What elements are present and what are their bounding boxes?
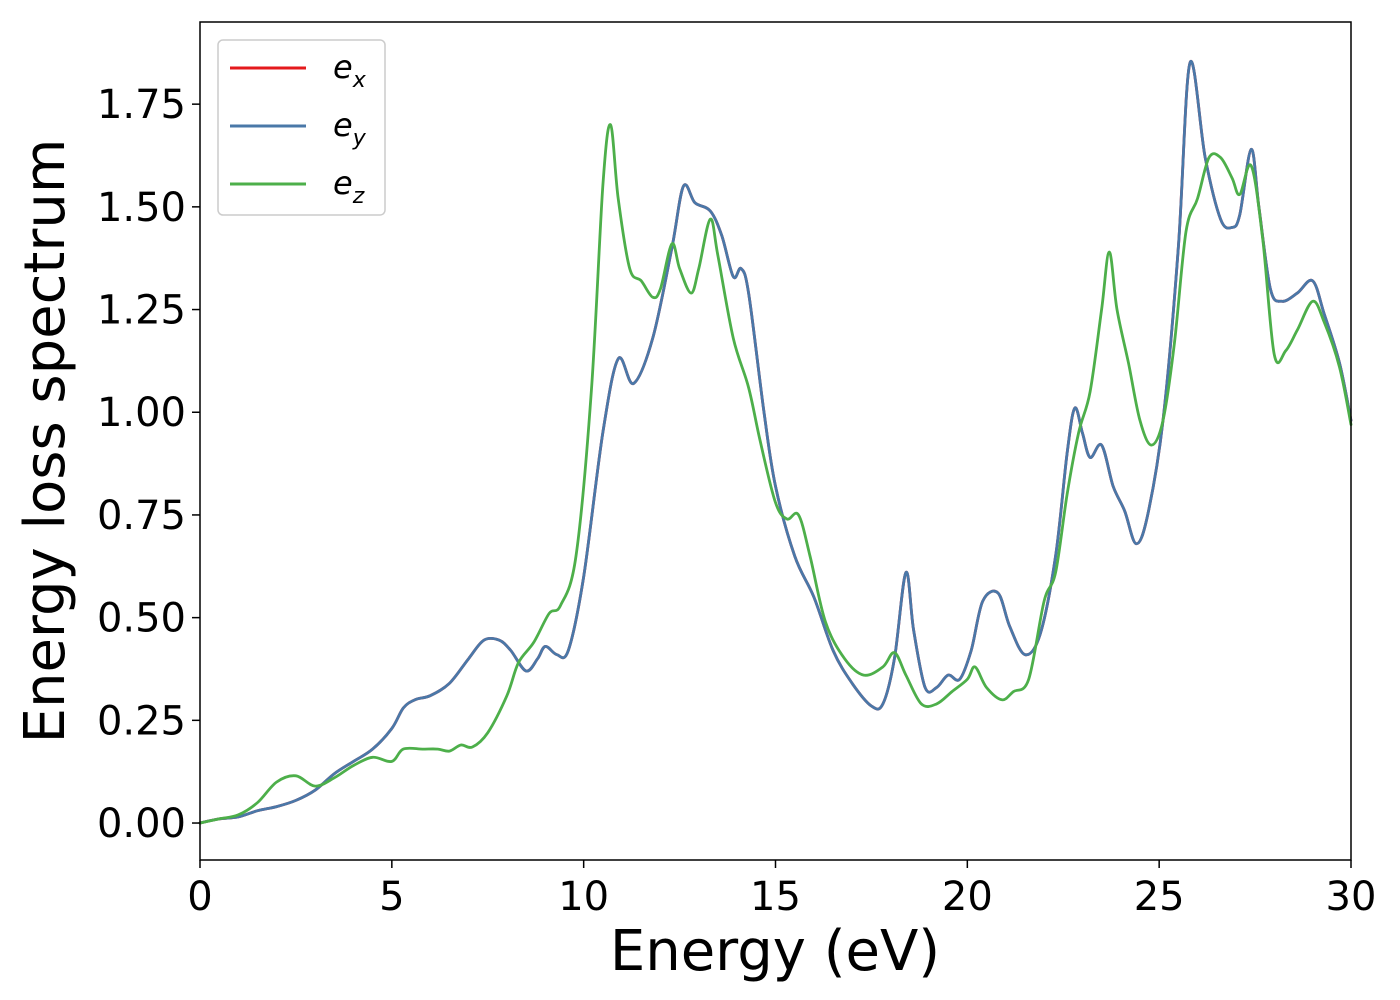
- y-tick-label: 1.00: [97, 390, 186, 436]
- y-axis-label: Energy loss spectrum: [13, 139, 78, 744]
- x-tick-label: 30: [1326, 874, 1377, 920]
- x-tick-label: 5: [379, 874, 404, 920]
- x-tick-label: 15: [750, 874, 801, 920]
- y-tick-label: 1.50: [97, 185, 186, 231]
- legend-subscript: z: [352, 184, 365, 209]
- y-tick-label: 0.50: [97, 596, 186, 642]
- x-tick-label: 10: [558, 874, 609, 920]
- y-tick-label: 0.25: [97, 698, 186, 744]
- y-tick-label: 1.25: [97, 288, 186, 334]
- x-axis-label: Energy (eV): [610, 919, 940, 984]
- x-tick-label: 20: [942, 874, 993, 920]
- legend-subscript: y: [352, 126, 367, 151]
- series-layer: [198, 59, 1353, 825]
- series-line-ez: [198, 123, 1353, 825]
- x-tick-label: 0: [187, 874, 212, 920]
- x-tick-label: 25: [1134, 874, 1185, 920]
- y-tick-label: 0.00: [97, 801, 186, 847]
- legend-subscript: x: [352, 68, 367, 93]
- series-line-ey: [198, 59, 1353, 825]
- y-axis-ticks: 0.00 0.25 0.50 0.75 1.00 1.25 1.50 1.75: [97, 82, 200, 847]
- y-tick-label: 1.75: [97, 82, 186, 128]
- x-axis-ticks: 0 5 10 15 20 25 30: [187, 860, 1376, 920]
- y-tick-label: 0.75: [97, 493, 186, 539]
